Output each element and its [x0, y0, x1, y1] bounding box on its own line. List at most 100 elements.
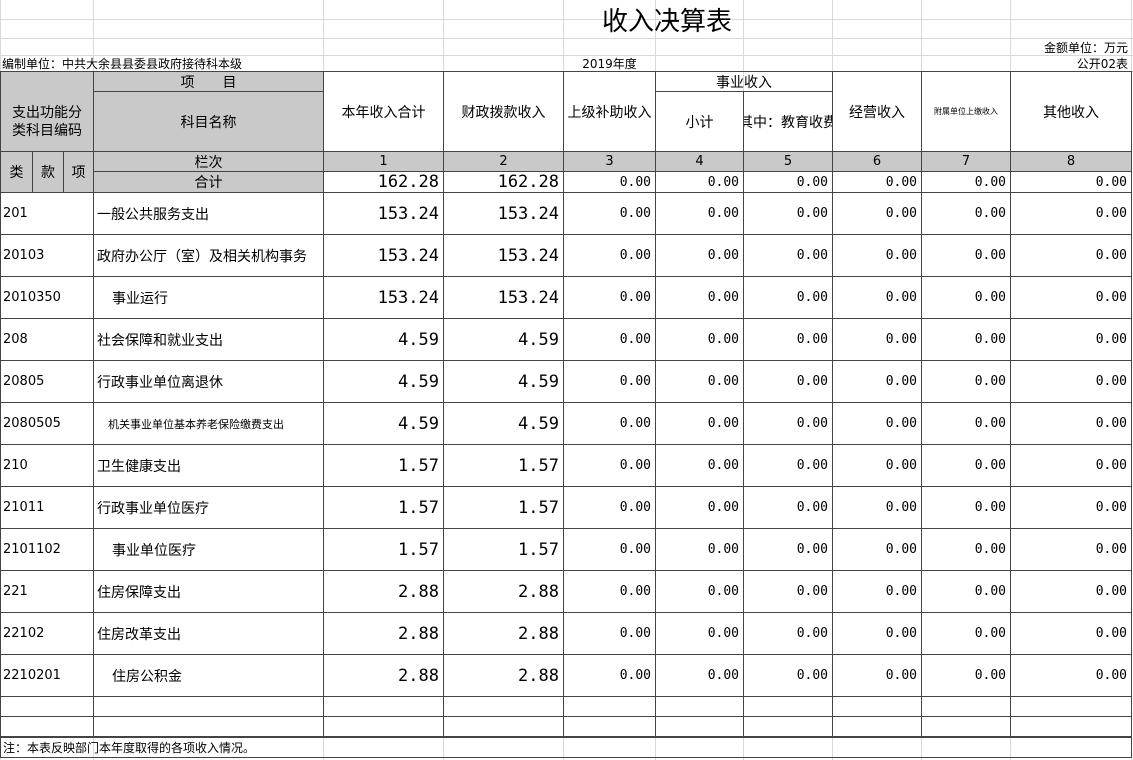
row-name: 行政事业单位医疗: [93, 486, 324, 529]
row-name-text: 一般公共服务支出: [97, 206, 209, 223]
row-value: 0.00: [1010, 318, 1132, 361]
header-cell-text: 类: [9, 165, 24, 181]
row-value: 0.00: [655, 276, 744, 319]
total-value: 162.28: [323, 171, 444, 193]
row-value-text: 2.88: [518, 665, 559, 686]
row-value-text: 4.59: [398, 371, 439, 392]
row-name-text: 卫生健康支出: [97, 458, 181, 475]
row-name-text: 住房公积金: [112, 668, 182, 685]
row-value-text: 0.00: [619, 542, 651, 557]
row-name-text: 政府办公厅（室）及相关机构事务: [97, 248, 307, 265]
column-number: 2: [443, 151, 564, 172]
row-value-text: 0.00: [885, 290, 917, 305]
row-value-text: 0.00: [885, 542, 917, 557]
row-code-text: 2080505: [3, 416, 61, 431]
row-value-text: 0.00: [619, 626, 651, 641]
row-value: 0.00: [921, 528, 1011, 571]
row-value-text: 0.00: [707, 374, 739, 389]
row-code-text: 20103: [3, 248, 45, 263]
row-name-text: 住房保障支出: [97, 584, 181, 601]
row-value-text: 0.00: [1095, 542, 1127, 557]
row-value: 0.00: [921, 192, 1011, 235]
row-code-text: 210: [3, 458, 28, 473]
row-value: 1.57: [443, 444, 564, 487]
title-text: 收入决算表: [601, 7, 732, 37]
row-value-text: 0.00: [796, 500, 828, 515]
total-value-text: 0.00: [1095, 174, 1127, 190]
header-cell-text: 项 目: [180, 74, 237, 91]
row-value: 0.00: [743, 192, 833, 235]
row-value-text: 2.88: [518, 623, 559, 644]
total-value: 0.00: [832, 171, 922, 193]
header-cell-text: 款: [41, 165, 55, 181]
row-value: 0.00: [921, 318, 1011, 361]
header-cell: 其他收入: [1010, 71, 1132, 152]
row-value-text: 153.24: [377, 245, 439, 266]
row-value-text: 0.00: [619, 374, 651, 389]
row-name: 卫生健康支出: [93, 444, 324, 487]
row-value-text: 2.88: [398, 581, 439, 602]
empty-cell: [743, 696, 833, 717]
row-value: 0.00: [655, 612, 744, 655]
column-number: 5: [743, 151, 833, 172]
row-value: 0.00: [743, 654, 833, 697]
row-name: 社会保障和就业支出: [93, 318, 324, 361]
row-code-text: 22102: [3, 626, 45, 641]
row-value-text: 0.00: [707, 500, 739, 515]
row-code: 208: [0, 318, 94, 361]
row-code-text: 21011: [3, 500, 45, 515]
header-cell: 附属单位上缴收入: [921, 71, 1011, 152]
row-value-text: 0.00: [707, 584, 739, 599]
header-cell-text: 其他收入: [1043, 104, 1099, 121]
row-value-text: 1.57: [398, 539, 439, 560]
empty-cell: [93, 716, 324, 737]
row-value: 0.00: [743, 486, 833, 529]
row-value-text: 0.00: [1095, 206, 1127, 221]
row-value-text: 2.88: [518, 581, 559, 602]
column-number-text: 4: [695, 154, 704, 169]
row-value: 153.24: [443, 234, 564, 277]
header-cell-text: 合计: [194, 175, 223, 191]
row-value: 153.24: [323, 234, 444, 277]
row-value-text: 0.00: [885, 584, 917, 599]
row-value: 0.00: [655, 402, 744, 445]
row-name-text: 事业单位医疗: [112, 542, 196, 559]
row-value-text: 0.00: [619, 500, 651, 515]
row-value-text: 0.00: [796, 668, 828, 683]
row-code-text: 2101102: [3, 542, 61, 557]
row-value-text: 153.24: [497, 203, 559, 224]
row-value: 0.00: [921, 234, 1011, 277]
total-value: 0.00: [655, 171, 744, 193]
row-value-text: 0.00: [619, 206, 651, 221]
row-value-text: 0.00: [1095, 458, 1127, 473]
unit: 金额单位：万元: [921, 38, 1132, 56]
header-cell-text: 项: [71, 165, 86, 181]
row-value: 0.00: [563, 486, 656, 529]
total-value-text: 0.00: [796, 174, 828, 190]
row-value-text: 0.00: [1095, 332, 1127, 347]
header-cell: 支出功能分类科目编码: [0, 71, 94, 152]
row-value-text: 0.00: [885, 458, 917, 473]
row-value-text: 0.00: [974, 584, 1006, 599]
row-value: 0.00: [832, 570, 922, 613]
row-value-text: 0.00: [974, 542, 1006, 557]
column-number: 7: [921, 151, 1011, 172]
row-value: 0.00: [832, 276, 922, 319]
row-value: 0.00: [563, 360, 656, 403]
row-value-text: 153.24: [497, 287, 559, 308]
header-cell-text: 小计: [685, 114, 714, 131]
row-value-text: 0.00: [707, 668, 739, 683]
row-value: 0.00: [743, 318, 833, 361]
row-value: 0.00: [832, 360, 922, 403]
header-cell-text: 财政拨款收入: [461, 104, 546, 121]
row-value: 0.00: [563, 234, 656, 277]
header-cell-text: 栏次: [194, 154, 223, 171]
table-no-text: 公开02表: [1076, 57, 1128, 71]
empty-cell: [1010, 716, 1132, 737]
row-value-text: 0.00: [974, 206, 1006, 221]
row-code: 2101102: [0, 528, 94, 571]
total-value: 162.28: [443, 171, 564, 193]
header-cell-text: 科目名称: [180, 114, 237, 131]
row-value: 0.00: [1010, 360, 1132, 403]
row-value: 0.00: [743, 444, 833, 487]
